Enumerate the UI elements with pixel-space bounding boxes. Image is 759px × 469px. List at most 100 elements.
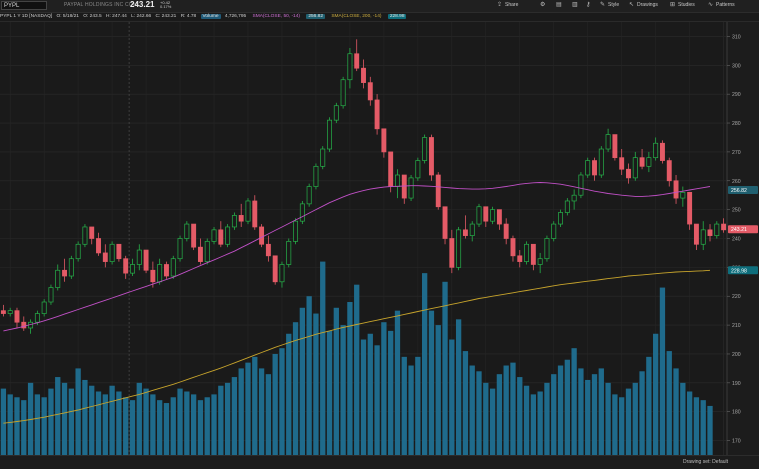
candle-body: [721, 223, 727, 231]
candle-body: [483, 206, 489, 222]
volume-bar: [116, 391, 122, 455]
volume-bar: [326, 330, 333, 455]
candle-body: [62, 269, 68, 277]
y-tick-label: 250: [732, 208, 741, 214]
volume-bar: [7, 394, 13, 455]
volume-bar: [313, 313, 319, 455]
drawing-set-label[interactable]: Drawing set: Default: [683, 459, 729, 465]
volume-bar: [55, 377, 61, 455]
candle-body: [0, 310, 6, 314]
volume-bar: [272, 353, 278, 455]
volume-bar: [292, 322, 299, 455]
y-tick-label: 190: [732, 381, 741, 387]
price-change: +0.42 0.17%: [160, 1, 171, 9]
share-icon: ⇪: [497, 2, 503, 8]
candle-body: [96, 238, 101, 254]
candle-body: [401, 174, 407, 199]
volume-bar: [421, 273, 428, 455]
change-value: +0.42: [160, 0, 171, 5]
candle-body: [68, 258, 74, 277]
volume-bar: [578, 368, 584, 455]
candle-body: [299, 203, 305, 222]
candle-body: [238, 215, 244, 222]
chart-layout-icon[interactable]: ▤: [556, 2, 562, 8]
candle-body: [293, 220, 299, 242]
candle-body: [632, 157, 638, 179]
candle-body: [320, 148, 326, 167]
chart-type-icon[interactable]: ▥: [572, 2, 578, 8]
symbol-input[interactable]: PYPL: [1, 1, 47, 10]
volume-bar: [82, 379, 88, 455]
volume-bar: [666, 351, 672, 455]
candle-body: [673, 180, 679, 199]
volume-bar: [245, 362, 251, 455]
volume-bar: [510, 362, 516, 455]
moving-average-lines: [3, 182, 711, 424]
style-label: Style: [608, 2, 620, 8]
volume-bar: [585, 379, 591, 455]
candle-body: [89, 226, 95, 239]
candle-body: [14, 310, 20, 323]
patterns-button[interactable]: ∿ Patterns: [708, 1, 735, 10]
volume-bar: [224, 382, 231, 455]
chart-title: PYPL 1 Y 1D [NASDAQ]: [0, 14, 53, 19]
volume-bars: [0, 261, 713, 455]
studies-icon: ⊞: [670, 2, 676, 8]
style-icon: ✎: [600, 2, 606, 8]
volume-bar: [143, 388, 149, 455]
y-tick-label: 180: [732, 410, 741, 416]
y-tick-label: 200: [732, 352, 741, 358]
volume-bar: [61, 382, 68, 455]
sma200-value: 228.98: [387, 14, 407, 19]
volume-bar: [544, 382, 550, 455]
y-tick-label: 310: [732, 34, 741, 40]
candle-body: [191, 223, 197, 248]
candle-body: [218, 229, 224, 245]
volume-bar: [89, 385, 95, 455]
sma200-label[interactable]: SMA(CLOSE, 200, -14): [331, 14, 382, 19]
volume-bar: [408, 365, 414, 455]
volume-bar: [415, 356, 421, 455]
y-tick-label: 260: [732, 179, 741, 185]
candle-body: [524, 243, 530, 262]
candle-body: [693, 223, 699, 245]
share-button[interactable]: ⇪ Share: [497, 1, 518, 10]
candle-body: [544, 238, 550, 260]
candle-body: [381, 128, 387, 153]
candle-body: [585, 160, 591, 176]
volume-bar: [0, 388, 7, 455]
volume-bar: [95, 391, 102, 455]
candle-body: [136, 249, 142, 265]
price-tag-label: 243.21: [731, 227, 747, 233]
lock-icon[interactable]: ⚷: [586, 2, 591, 8]
volume-bar: [469, 365, 475, 455]
style-button[interactable]: ✎ Style: [600, 1, 619, 10]
volume-bar: [530, 394, 537, 455]
candle-body: [449, 238, 455, 268]
candle-body: [415, 160, 421, 179]
volume-bar: [428, 310, 435, 455]
candle-body: [21, 321, 27, 329]
studies-button[interactable]: ⊞ Studies: [670, 1, 695, 10]
candle-body: [177, 238, 183, 260]
candle-body: [578, 174, 584, 196]
volume-label[interactable]: Volume: [200, 14, 221, 19]
candle-body: [564, 200, 570, 213]
candle-body: [109, 243, 115, 262]
price-tag-label: 228.98: [731, 268, 747, 274]
price-axis-background: [727, 22, 759, 455]
sma50-label[interactable]: SMA(CLOSE, 50, -14): [252, 14, 300, 19]
drawings-label: Drawings: [637, 2, 658, 8]
drawings-button[interactable]: ↖ Drawings: [629, 1, 658, 10]
candle-body: [456, 229, 462, 268]
candle-body: [197, 246, 203, 262]
candle-body: [537, 258, 543, 265]
candle-body: [659, 142, 665, 161]
volume-bar: [653, 333, 659, 455]
candle-body: [150, 269, 156, 283]
candle-body: [530, 243, 536, 265]
volume-bar: [34, 394, 41, 455]
settings-icon[interactable]: ⚙: [540, 2, 546, 8]
change-percent: 0.17%: [160, 4, 172, 9]
